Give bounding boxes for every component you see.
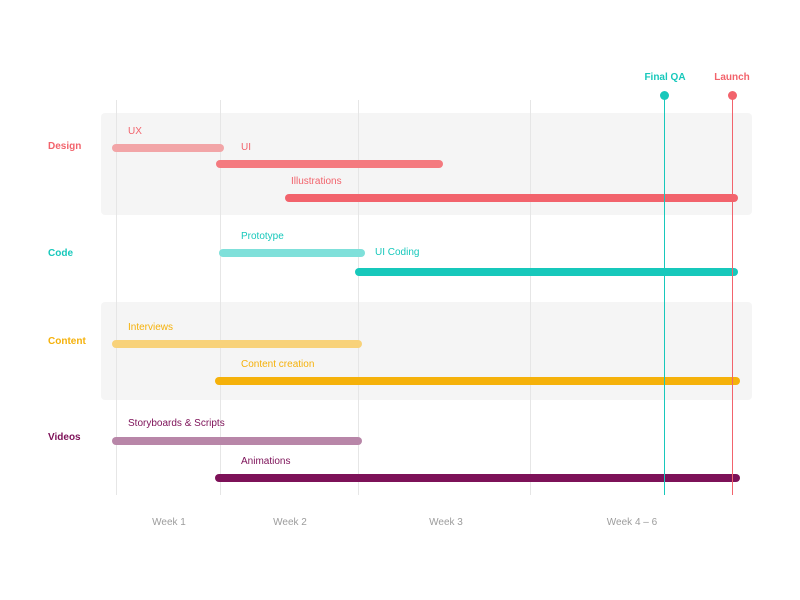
task-label-interviews: Interviews — [128, 322, 174, 333]
gridline-week-1-start — [116, 100, 117, 495]
gridline-week-2-start — [220, 100, 221, 495]
task-label-content-creation: Content creation — [241, 359, 315, 370]
group-label-design: Design — [48, 141, 82, 152]
gridline-week-4-start — [530, 100, 531, 495]
task-label-storyboards: Storyboards & Scripts — [128, 418, 225, 429]
milestone-line-launch — [732, 95, 734, 495]
group-label-code: Code — [48, 248, 73, 259]
group-label-videos: Videos — [48, 432, 81, 443]
task-label-ui: UI — [241, 142, 251, 153]
task-bar-animations — [215, 474, 740, 482]
week-label-1: Week 1 — [152, 517, 186, 528]
milestone-label-final-qa: Final QA — [644, 72, 686, 83]
week-label-2: Week 2 — [273, 517, 307, 528]
week-label-4-6: Week 4 – 6 — [606, 517, 658, 528]
milestone-label-launch: Launch — [714, 72, 750, 83]
task-bar-ui-coding — [355, 268, 738, 276]
task-bar-interviews — [112, 340, 362, 348]
task-bar-ui — [216, 160, 443, 168]
task-bar-illustrations — [285, 194, 738, 202]
content-group-band — [101, 302, 752, 400]
group-label-content: Content — [48, 336, 86, 347]
task-bar-storyboards — [112, 437, 362, 445]
gridline-week-3-start — [358, 100, 359, 495]
milestone-line-final-qa — [664, 95, 666, 495]
task-bar-ux — [112, 144, 224, 152]
task-bar-prototype — [219, 249, 365, 257]
task-label-prototype: Prototype — [241, 231, 284, 242]
week-label-3: Week 3 — [429, 517, 463, 528]
task-label-ui-coding: UI Coding — [375, 247, 420, 258]
task-label-illustrations: Illustrations — [291, 176, 342, 187]
task-bar-content-creation — [215, 377, 740, 385]
task-label-ux: UX — [128, 126, 142, 137]
task-label-animations: Animations — [241, 456, 291, 467]
